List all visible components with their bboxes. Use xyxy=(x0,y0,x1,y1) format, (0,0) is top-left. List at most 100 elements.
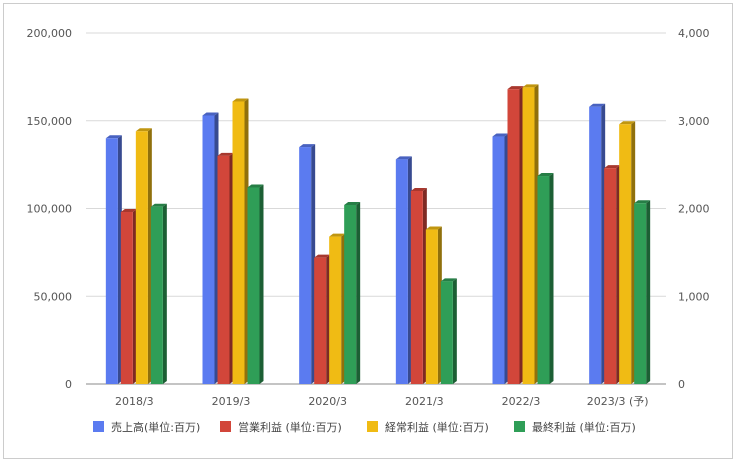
bar-top xyxy=(619,121,636,125)
right-axis: 0 1,000 2,000 3,000 4,000 xyxy=(678,27,710,391)
bar-side xyxy=(356,201,361,384)
bar-front xyxy=(202,115,215,385)
bar-front xyxy=(150,206,163,384)
bar-top xyxy=(589,103,606,107)
x-axis: 2018/3 2019/3 2020/3 2021/3 2022/3 2023/3 (予) xyxy=(115,395,649,408)
legend-item: 経常利益 (単位:百万) xyxy=(367,420,489,434)
bar-top xyxy=(410,187,427,191)
bar-top xyxy=(634,200,651,204)
bar-top xyxy=(314,254,331,258)
legend-label: 売上高(単位:百万) xyxy=(111,420,200,434)
legend-item: 営業利益 (単位:百万) xyxy=(220,420,342,434)
bar xyxy=(232,98,249,384)
left-tick-label: 50,000 xyxy=(34,290,73,303)
left-tick-label: 200,000 xyxy=(27,27,73,40)
bar-front xyxy=(247,187,260,384)
bar-front xyxy=(507,89,520,384)
bar xyxy=(135,128,152,384)
bar-top xyxy=(247,184,264,188)
bar xyxy=(425,226,442,384)
x-tick-label: 2021/3 xyxy=(405,395,444,408)
bar xyxy=(634,200,651,384)
bar-top xyxy=(202,112,219,116)
left-tick-label: 150,000 xyxy=(27,115,73,128)
bar xyxy=(440,278,457,384)
left-axis: 0 50,000 100,000 150,000 200,000 xyxy=(27,27,73,391)
legend-label: 経常利益 (単位:百万) xyxy=(385,420,489,434)
bar-front xyxy=(120,212,133,384)
bar-front xyxy=(589,106,602,385)
bar-front xyxy=(329,236,342,384)
right-tick-label: 3,000 xyxy=(678,115,710,128)
bar-top xyxy=(150,203,167,207)
right-tick-label: 0 xyxy=(678,378,685,391)
bar-top xyxy=(492,133,509,137)
bar-side xyxy=(259,184,264,384)
bar-top xyxy=(507,86,524,90)
bar xyxy=(537,173,554,384)
bar-top xyxy=(604,165,621,169)
bar-top xyxy=(537,173,554,177)
bar-front xyxy=(604,168,617,384)
bar xyxy=(522,84,539,384)
bar xyxy=(604,165,621,384)
x-tick-label: 2019/3 xyxy=(212,395,251,408)
bar-top xyxy=(329,233,346,237)
bar-side xyxy=(452,278,457,384)
bar-front xyxy=(619,124,632,384)
left-tick-label: 0 xyxy=(65,378,72,391)
bar-front xyxy=(314,257,327,384)
legend-swatch xyxy=(367,421,378,432)
bar-front xyxy=(395,159,408,384)
bar xyxy=(150,203,167,384)
legend-item: 最終利益 (単位:百万) xyxy=(514,420,636,434)
right-tick-label: 4,000 xyxy=(678,27,710,40)
right-tick-label: 1,000 xyxy=(678,290,710,303)
bar-front xyxy=(425,229,438,384)
legend-label: 営業利益 (単位:百万) xyxy=(238,420,342,434)
bar-front xyxy=(410,190,423,384)
left-tick-label: 100,000 xyxy=(27,203,73,216)
bar xyxy=(202,112,219,385)
legend-swatch xyxy=(93,421,104,432)
bar-front xyxy=(344,204,357,384)
bar-side xyxy=(549,173,554,384)
bar-top xyxy=(425,226,442,230)
bar xyxy=(299,144,316,384)
bar-top xyxy=(299,144,316,148)
bar xyxy=(217,152,234,384)
bar-front xyxy=(135,131,148,384)
bar-top xyxy=(232,98,249,102)
bar xyxy=(120,209,137,384)
grid-layer xyxy=(86,32,666,385)
bar xyxy=(619,121,636,384)
bar-side xyxy=(162,203,167,384)
bar-front xyxy=(217,155,230,384)
bar xyxy=(105,135,122,384)
bar xyxy=(507,86,524,384)
bar-front xyxy=(105,138,118,384)
bar-front xyxy=(492,136,505,384)
bar-front xyxy=(299,147,312,384)
right-tick-label: 2,000 xyxy=(678,203,710,216)
bar-side xyxy=(646,200,651,384)
bar-top xyxy=(395,156,412,160)
bar xyxy=(329,233,346,384)
bar-top xyxy=(105,135,122,139)
legend-label: 最終利益 (単位:百万) xyxy=(532,420,636,434)
bar-top xyxy=(217,152,234,156)
bar-top xyxy=(440,278,457,282)
bar xyxy=(395,156,412,384)
legend-swatch xyxy=(514,421,525,432)
bar-top xyxy=(522,84,539,88)
bar-front xyxy=(440,281,453,384)
x-tick-label: 2020/3 xyxy=(308,395,347,408)
legend: 売上高(単位:百万) 営業利益 (単位:百万) 経常利益 (単位:百万) 最終利益 (… xyxy=(93,420,636,434)
x-tick-label: 2023/3 (予) xyxy=(587,395,649,408)
bar xyxy=(410,187,427,384)
bar-top xyxy=(135,128,152,132)
bar-front xyxy=(537,176,550,384)
legend-item: 売上高(単位:百万) xyxy=(93,420,200,434)
x-tick-label: 2018/3 xyxy=(115,395,154,408)
